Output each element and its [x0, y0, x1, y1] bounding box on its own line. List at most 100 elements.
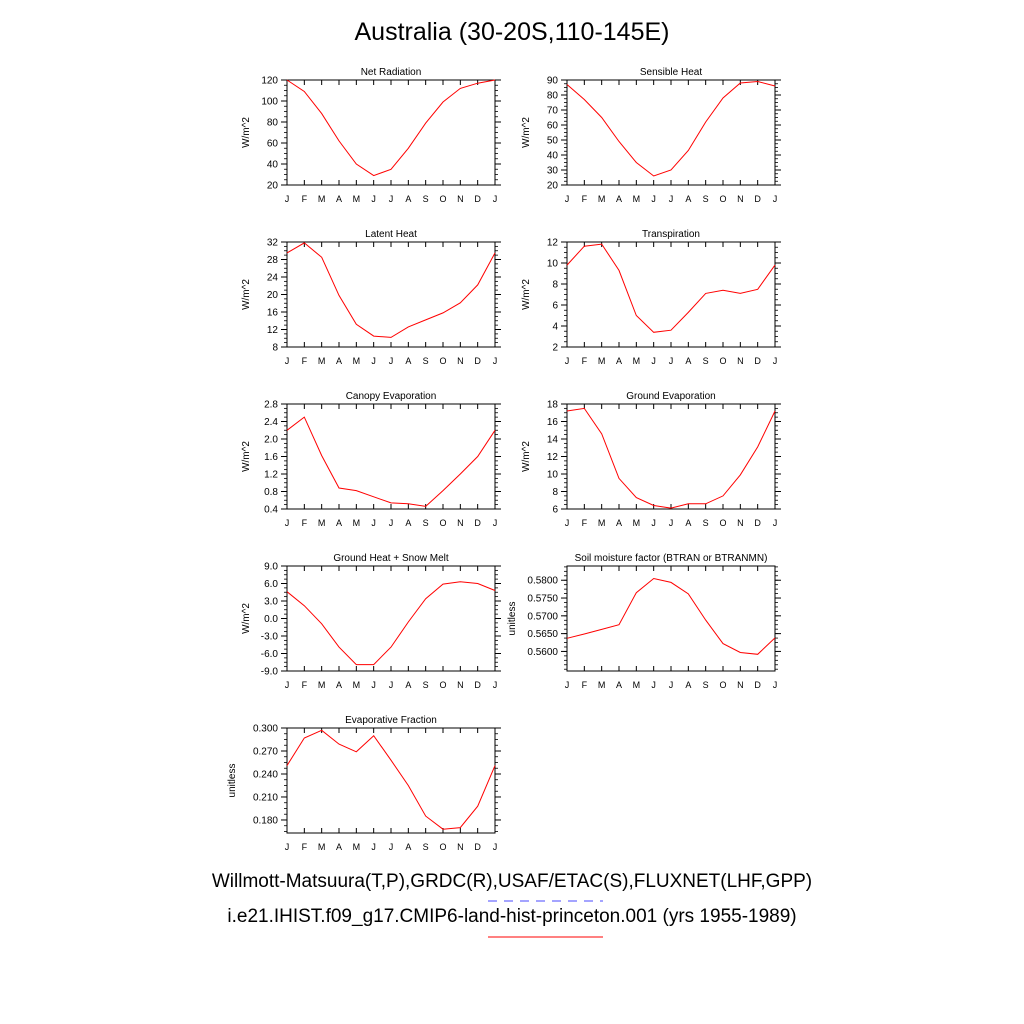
x-tick-label: M	[318, 518, 326, 528]
x-tick-label: N	[737, 356, 744, 366]
y-tick-label: 70	[547, 106, 559, 117]
x-tick-label: J	[669, 356, 674, 366]
y-tick-label: 90	[547, 76, 559, 87]
panel-title: Transpiration	[642, 229, 700, 240]
x-tick-label: S	[703, 194, 709, 204]
panel-title: Sensible Heat	[640, 67, 702, 78]
x-tick-label: D	[474, 518, 481, 528]
x-tick-label: M	[353, 356, 361, 366]
y-tick-label: 0.4	[264, 505, 278, 516]
x-tick-label: J	[565, 518, 570, 528]
x-tick-label: A	[405, 356, 411, 366]
x-tick-label: O	[719, 194, 726, 204]
y-axis-label: W/m^2	[241, 279, 252, 310]
y-tick-label: -3.0	[261, 632, 279, 643]
x-tick-label: A	[616, 194, 622, 204]
y-axis-label: W/m^2	[521, 117, 532, 148]
x-tick-label: M	[318, 356, 326, 366]
x-tick-label: D	[474, 356, 481, 366]
y-tick-label: 30	[547, 166, 559, 177]
x-tick-label: J	[371, 356, 376, 366]
y-tick-label: 0.5600	[527, 647, 558, 658]
x-tick-label: M	[318, 680, 326, 690]
x-tick-label: M	[598, 680, 606, 690]
panel-title: Latent Heat	[365, 229, 417, 240]
y-tick-label: 24	[267, 273, 279, 284]
x-tick-label: J	[669, 194, 674, 204]
y-tick-label: 10	[547, 470, 559, 481]
x-tick-label: A	[336, 842, 342, 852]
x-tick-label: N	[737, 194, 744, 204]
legend-model-run-label: i.e21.IHIST.f09_g17.CMIP6-land-hist-prin…	[227, 906, 797, 927]
x-tick-label: D	[474, 842, 481, 852]
panel-title: Ground Heat + Snow Melt	[333, 553, 449, 564]
y-axis-label: W/m^2	[241, 117, 252, 148]
x-tick-label: N	[457, 194, 464, 204]
x-tick-label: D	[474, 680, 481, 690]
x-tick-label: A	[405, 680, 411, 690]
panel-title: Ground Evaporation	[626, 391, 716, 402]
series-line	[286, 79, 496, 177]
series-line	[286, 416, 496, 507]
y-tick-label: 9.0	[264, 562, 278, 573]
y-tick-label: 20	[547, 181, 559, 192]
y-axis-label: W/m^2	[521, 441, 532, 472]
x-tick-label: M	[353, 194, 361, 204]
x-tick-label: O	[439, 842, 446, 852]
y-tick-label: 12	[547, 238, 559, 249]
x-tick-label: O	[439, 518, 446, 528]
x-tick-label: J	[651, 194, 656, 204]
x-tick-label: S	[423, 356, 429, 366]
y-tick-label: 16	[267, 308, 279, 319]
x-tick-label: J	[773, 680, 778, 690]
y-tick-label: 0.5650	[527, 629, 558, 640]
x-tick-label: J	[285, 680, 290, 690]
x-tick-label: M	[633, 680, 641, 690]
series-line	[566, 243, 776, 333]
x-tick-label: J	[669, 518, 674, 528]
y-tick-label: 0.240	[253, 769, 278, 780]
x-tick-label: J	[285, 842, 290, 852]
y-tick-label: 0.5750	[527, 594, 558, 605]
y-tick-label: 2.4	[264, 417, 278, 428]
x-tick-label: J	[389, 356, 394, 366]
x-tick-label: J	[669, 680, 674, 690]
x-tick-label: D	[474, 194, 481, 204]
y-tick-label: 0.5800	[527, 576, 558, 587]
y-tick-label: 18	[547, 400, 559, 411]
x-tick-label: M	[353, 518, 361, 528]
y-tick-label: 2.0	[264, 435, 278, 446]
y-tick-label: 0.5700	[527, 611, 558, 622]
x-tick-label: J	[285, 194, 290, 204]
x-tick-label: J	[285, 518, 290, 528]
x-tick-label: A	[405, 194, 411, 204]
x-tick-label: A	[336, 194, 342, 204]
x-tick-label: A	[405, 518, 411, 528]
y-tick-label: 2.8	[264, 400, 278, 411]
y-axis-label: W/m^2	[241, 441, 252, 472]
series-line	[566, 407, 776, 509]
y-tick-label: 8	[552, 487, 558, 498]
x-tick-label: M	[633, 518, 641, 528]
x-tick-label: N	[737, 518, 744, 528]
y-tick-label: 60	[547, 121, 559, 132]
y-tick-label: 8	[552, 280, 558, 291]
x-tick-label: S	[423, 194, 429, 204]
x-tick-label: A	[685, 194, 691, 204]
x-tick-label: N	[457, 842, 464, 852]
y-tick-label: 120	[261, 76, 278, 87]
x-tick-label: M	[353, 842, 361, 852]
x-tick-label: A	[336, 680, 342, 690]
y-tick-label: 6.0	[264, 579, 278, 590]
x-tick-label: J	[493, 842, 498, 852]
y-tick-label: 28	[267, 255, 279, 266]
x-tick-label: M	[353, 680, 361, 690]
x-tick-label: D	[754, 680, 761, 690]
